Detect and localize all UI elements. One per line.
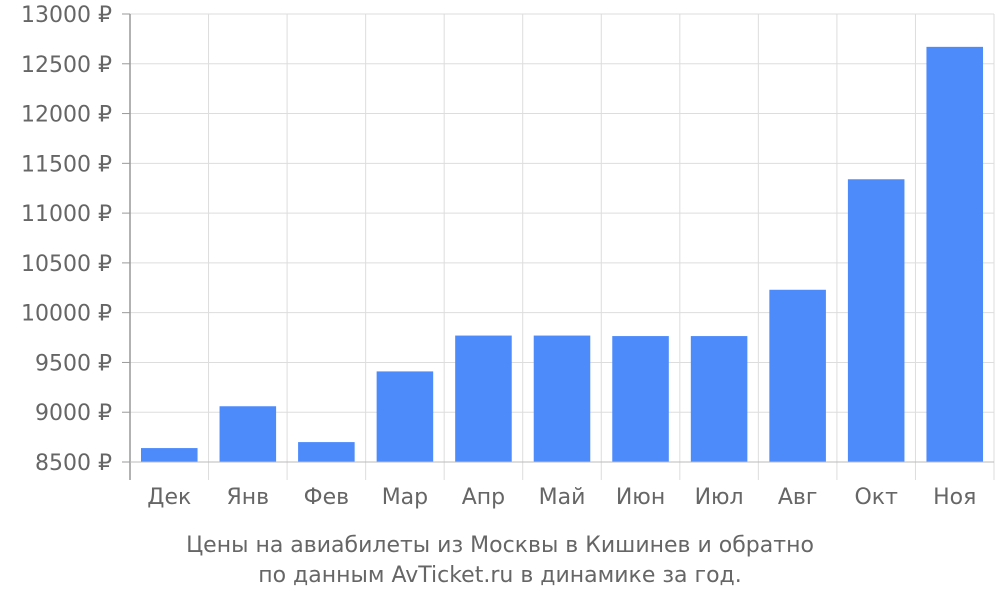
x-tick-label: Мар [382, 485, 428, 510]
x-tick-label: Май [539, 485, 586, 510]
bar-Июн [612, 336, 669, 462]
x-tick-label: Фев [304, 485, 349, 510]
y-tick-label: 11000 ₽ [21, 202, 112, 227]
y-tick-label: 9500 ₽ [35, 351, 112, 376]
bar-Ноя [926, 46, 984, 462]
grid-lines [130, 13, 995, 480]
y-tick-labels: 8500 ₽ 9000 ₽ 9500 ₽ 10000 ₽ 10500 ₽ 11000 ₽ 1… [21, 3, 112, 476]
x-tick-label: Дек [147, 485, 191, 510]
chart-caption-line-2: по данным AvTicket.ru в динамике за год. [258, 563, 742, 588]
y-tick-label: 11500 ₽ [21, 152, 112, 177]
chart-caption-line-1: Цены на авиабилеты из Москвы в Кишинев и… [186, 533, 814, 558]
y-tick-label: 9000 ₽ [35, 401, 112, 426]
bar-Янв [219, 406, 277, 462]
y-tick-label: 12000 ₽ [21, 103, 112, 128]
bar-Май [533, 335, 591, 462]
axes [122, 13, 994, 480]
bar-Окт [847, 179, 905, 463]
x-tick-label: Янв [226, 485, 269, 510]
y-tick-label: 12500 ₽ [21, 53, 112, 78]
x-tick-label: Окт [854, 485, 898, 510]
x-tick-label: Июл [695, 485, 744, 510]
bars-group [140, 46, 984, 463]
bar-Фев [298, 442, 355, 462]
x-tick-label: Апр [462, 485, 505, 510]
y-tick-label: 10500 ₽ [21, 252, 112, 277]
x-tick-label: Ноя [933, 485, 976, 510]
bar-Июл [690, 336, 748, 462]
x-tick-label: Авг [778, 485, 818, 510]
y-tick-label: 8500 ₽ [35, 451, 112, 476]
x-tick-labels: Дек Янв Фев Мар Апр Май Июн Июл Авг Окт Ноя [147, 485, 976, 510]
x-tick-label: Июн [616, 485, 665, 510]
y-tick-label: 10000 ₽ [21, 302, 112, 327]
bar-Дек [140, 448, 198, 462]
bar-Мар [376, 371, 434, 462]
bar-Апр [455, 335, 512, 462]
y-tick-label: 13000 ₽ [21, 3, 112, 28]
bar-Авг [769, 289, 826, 462]
